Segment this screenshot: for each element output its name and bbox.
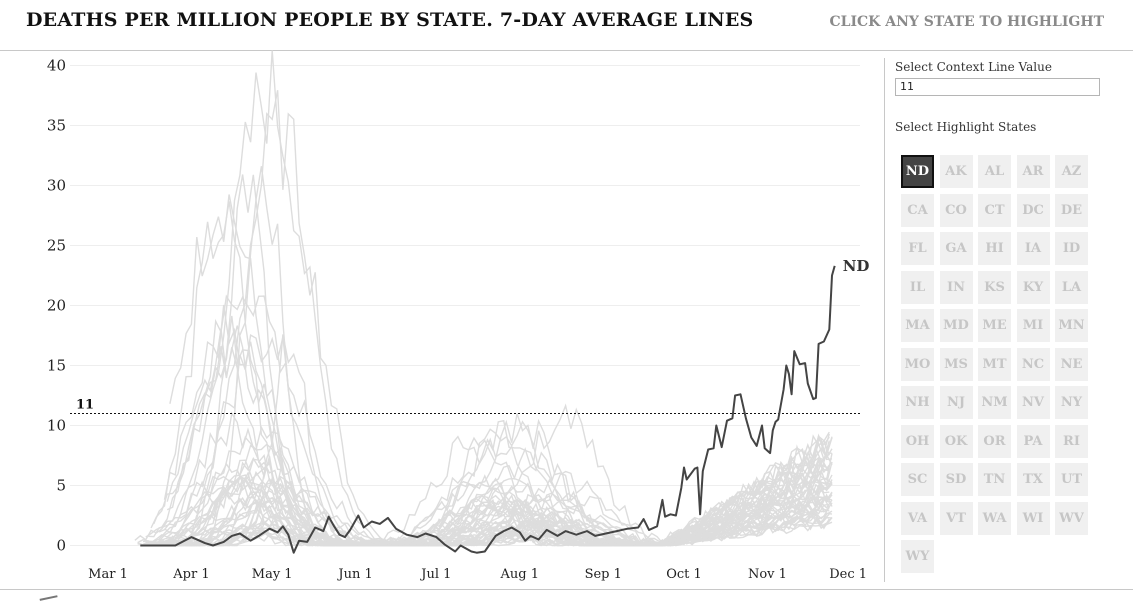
line-chart: 0 5 10 15 20 25 30 35 40 Mar 1 Apr 1 May 1 Jun 1 Jul … (47, 50, 870, 582)
state-button-wi[interactable]: WI (1016, 501, 1050, 535)
state-button-il[interactable]: IL (901, 270, 934, 304)
state-button-ak[interactable]: AK (939, 155, 973, 188)
state-button-ky[interactable]: KY (1016, 270, 1050, 304)
state-button-ut[interactable]: UT (1055, 463, 1088, 496)
y-tick-label: 0 (56, 537, 66, 555)
state-button-ne[interactable]: NE (1055, 347, 1088, 381)
state-button-sc[interactable]: SC (901, 463, 934, 496)
state-button-wv[interactable]: WV (1055, 501, 1088, 535)
context-series-line (143, 436, 833, 547)
context-series-line (145, 403, 830, 547)
x-tick-label: Mar 1 (88, 567, 128, 582)
state-button-az[interactable]: AZ (1055, 155, 1088, 188)
highlight-states-label: Select Highlight States (895, 120, 1037, 134)
context-series-line (156, 440, 830, 547)
state-button-nc[interactable]: NC (1016, 347, 1050, 381)
state-button-co[interactable]: CO (939, 193, 973, 227)
x-tick-label: Aug 1 (500, 567, 540, 582)
state-button-dc[interactable]: DC (1016, 193, 1050, 227)
context-series-line (161, 457, 830, 547)
context-series-line (156, 486, 830, 547)
state-button-nj[interactable]: NJ (939, 386, 973, 419)
state-button-tx[interactable]: TX (1016, 463, 1050, 496)
x-tick-label: Sep 1 (585, 567, 622, 582)
bottom-rule (0, 589, 1133, 590)
state-button-ar[interactable]: AR (1016, 155, 1050, 188)
state-button-ct[interactable]: CT (978, 193, 1011, 227)
state-button-mi[interactable]: MI (1016, 309, 1050, 342)
logo-fragment-icon (39, 595, 59, 605)
context-line-label: Select Context Line Value (895, 60, 1052, 74)
x-tick-label: Apr 1 (172, 567, 209, 582)
state-button-sd[interactable]: SD (939, 463, 973, 496)
state-button-la[interactable]: LA (1055, 270, 1088, 304)
state-button-fl[interactable]: FL (901, 232, 934, 265)
control-panel: Select Context Line Value Select Highlig… (895, 60, 1115, 573)
chart-title: DEATHS PER MILLION PEOPLE BY STATE. 7-DA… (26, 9, 754, 31)
context-series-line (156, 474, 830, 547)
state-button-nd[interactable]: ND (901, 155, 934, 188)
state-button-ny[interactable]: NY (1055, 386, 1088, 419)
context-series-line (158, 470, 833, 547)
state-button-al[interactable]: AL (978, 155, 1011, 188)
state-button-ms[interactable]: MS (939, 347, 973, 381)
state-button-ga[interactable]: GA (939, 232, 973, 265)
context-series-line (140, 436, 830, 547)
state-button-ok[interactable]: OK (939, 424, 973, 458)
state-button-tn[interactable]: TN (978, 463, 1011, 496)
header: DEATHS PER MILLION PEOPLE BY STATE. 7-DA… (0, 0, 1133, 51)
state-button-vt[interactable]: VT (939, 501, 973, 535)
highlight-series-label: ND (843, 257, 870, 275)
state-button-wa[interactable]: WA (978, 501, 1011, 535)
state-button-nm[interactable]: NM (978, 386, 1011, 419)
state-button-oh[interactable]: OH (901, 424, 934, 458)
state-button-in[interactable]: IN (939, 270, 973, 304)
y-tick-label: 10 (47, 417, 66, 435)
state-button-md[interactable]: MD (939, 309, 973, 342)
x-tick-label: Jul 1 (419, 567, 451, 582)
state-button-ia[interactable]: IA (1016, 232, 1050, 265)
state-button-or[interactable]: OR (978, 424, 1011, 458)
y-tick-label: 5 (56, 477, 66, 495)
state-button-hi[interactable]: HI (978, 232, 1011, 265)
y-tick-label: 30 (47, 177, 66, 195)
state-button-ks[interactable]: KS (978, 270, 1011, 304)
context-line-label: 11 (76, 398, 94, 413)
x-tick-label: Nov 1 (748, 567, 787, 582)
x-tick-label: Jun 1 (336, 567, 372, 582)
state-button-va[interactable]: VA (901, 501, 934, 535)
state-button-id[interactable]: ID (1055, 232, 1088, 265)
y-tick-label: 35 (47, 117, 66, 135)
state-button-pa[interactable]: PA (1016, 424, 1050, 458)
x-tick-label: Oct 1 (666, 567, 702, 582)
y-tick-label: 20 (47, 297, 66, 315)
state-button-ca[interactable]: CA (901, 193, 934, 227)
state-button-wy[interactable]: WY (901, 540, 934, 573)
state-button-ri[interactable]: RI (1055, 424, 1088, 458)
context-series-line (153, 90, 833, 547)
highlight-series-line (140, 265, 836, 554)
highlight-hint: CLICK ANY STATE TO HIGHLIGHT (829, 14, 1104, 30)
state-button-mo[interactable]: MO (901, 347, 934, 381)
state-button-mn[interactable]: MN (1055, 309, 1088, 342)
x-tick-label: Dec 1 (829, 567, 867, 582)
state-button-nh[interactable]: NH (901, 386, 934, 419)
state-button-me[interactable]: ME (978, 309, 1011, 342)
context-line-input[interactable] (895, 78, 1100, 96)
state-button-mt[interactable]: MT (978, 347, 1011, 381)
y-tick-label: 25 (47, 237, 66, 255)
state-button-nv[interactable]: NV (1016, 386, 1050, 419)
panel-divider (884, 58, 885, 582)
y-tick-label: 40 (47, 57, 66, 75)
state-button-ma[interactable]: MA (901, 309, 934, 342)
y-tick-label: 15 (47, 357, 66, 375)
x-tick-label: May 1 (252, 567, 293, 582)
state-button-de[interactable]: DE (1055, 193, 1088, 227)
